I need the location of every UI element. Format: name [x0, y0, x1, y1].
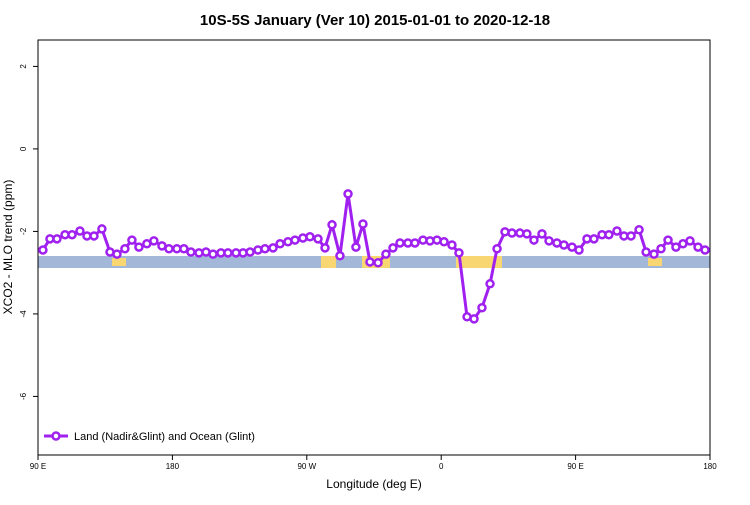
land-strip — [456, 256, 502, 268]
point — [626, 231, 636, 241]
point — [89, 231, 99, 241]
point — [327, 220, 337, 230]
point — [373, 258, 383, 268]
chart-title: 10S-5S January (Ver 10) 2015-01-01 to 20… — [200, 12, 550, 29]
y-tick-label: -4 — [19, 310, 28, 318]
point — [179, 243, 189, 254]
point — [544, 236, 554, 246]
point — [120, 243, 130, 254]
point — [260, 243, 270, 254]
point — [75, 226, 85, 236]
point — [290, 235, 300, 245]
point — [388, 243, 398, 253]
x-tick-label: 0 — [439, 462, 444, 471]
point — [127, 235, 137, 245]
point — [663, 235, 673, 245]
point — [343, 189, 353, 199]
point — [208, 249, 218, 259]
point — [38, 245, 48, 255]
point — [97, 224, 107, 234]
point — [641, 247, 651, 257]
plot-frame — [37, 39, 711, 456]
point — [410, 238, 420, 248]
point — [320, 243, 330, 253]
point — [149, 236, 159, 246]
point — [529, 235, 539, 245]
x-tick-label: 90 E — [30, 462, 46, 471]
y-tick-label: 0 — [19, 146, 28, 151]
point — [537, 229, 547, 239]
point — [112, 249, 122, 259]
y-tick-label: -6 — [19, 392, 28, 400]
point — [223, 248, 233, 258]
point — [507, 228, 517, 238]
legend-label: Land (Nadir&Glint) and Ocean (Glint) — [74, 431, 255, 443]
point — [245, 247, 255, 257]
point — [447, 240, 457, 250]
point — [164, 243, 174, 254]
point — [485, 279, 495, 289]
point — [700, 245, 710, 255]
x-tick-label: 90 E — [567, 462, 583, 471]
y-tick-label: -2 — [19, 227, 28, 235]
point — [395, 238, 405, 248]
land-strip — [112, 258, 126, 266]
x-tick-label: 180 — [703, 462, 717, 471]
point — [656, 243, 666, 254]
point — [305, 232, 315, 242]
point — [469, 314, 479, 324]
point — [351, 242, 361, 252]
point — [52, 234, 62, 244]
x-tick-label: 90 W — [297, 462, 316, 471]
point — [574, 245, 584, 255]
land-strip — [648, 258, 662, 266]
point — [67, 229, 77, 240]
y-axis-label: XCO2 - MLO trend (ppm) — [1, 180, 15, 315]
point — [477, 302, 487, 313]
point — [492, 243, 502, 254]
point — [671, 242, 681, 252]
point — [589, 234, 599, 244]
point — [186, 247, 196, 257]
point — [559, 240, 569, 250]
point — [634, 225, 644, 235]
point — [454, 248, 464, 258]
point — [381, 249, 391, 259]
point — [358, 219, 368, 229]
x-tick-label: 180 — [166, 462, 180, 471]
point — [134, 242, 144, 252]
y-tick-label: 2 — [19, 64, 28, 69]
point — [365, 257, 375, 267]
point — [313, 234, 323, 244]
point — [685, 236, 695, 246]
point — [612, 226, 622, 236]
point — [439, 236, 449, 247]
point — [268, 243, 278, 253]
point — [604, 229, 614, 240]
point — [522, 229, 532, 239]
point — [275, 239, 285, 249]
legend-marker — [51, 431, 61, 441]
point — [335, 251, 345, 261]
point — [649, 249, 659, 259]
land-strip — [321, 256, 336, 268]
x-axis-label: Longitude (deg E) — [326, 477, 421, 491]
